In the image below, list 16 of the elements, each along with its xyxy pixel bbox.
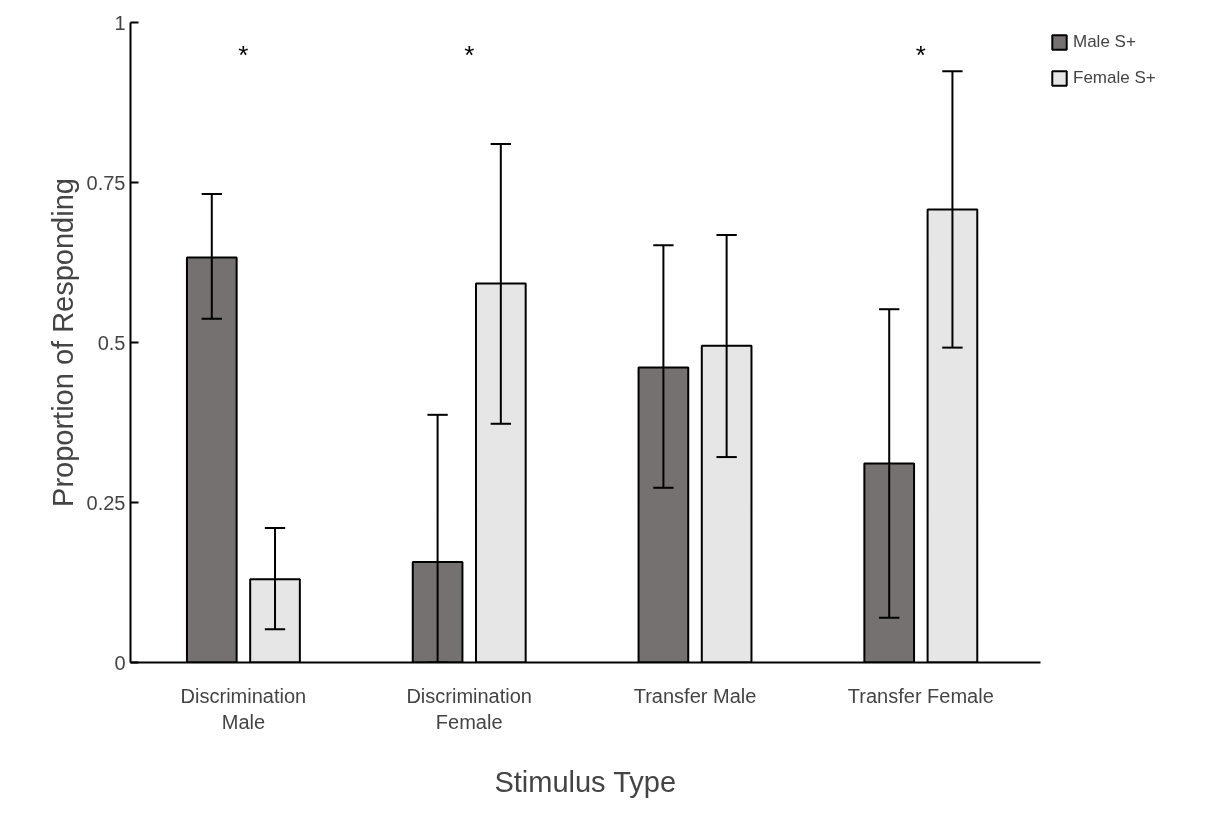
legend-label: Female S+ <box>1073 68 1156 88</box>
x-tick-label: Discrimination Female <box>406 684 533 733</box>
y-tick-label: 1 <box>114 11 126 34</box>
annotation: * <box>915 39 926 70</box>
annotation: * <box>238 39 249 70</box>
y-tick-label: 0.25 <box>86 491 126 514</box>
y-tick-label: 0.5 <box>97 331 126 354</box>
legend-label: Male S+ <box>1073 32 1136 52</box>
x-tick-label: Transfer Male <box>633 684 757 707</box>
x-tick-label: Discrimination Male <box>180 684 307 733</box>
x-axis-title: Stimulus Type <box>494 765 677 798</box>
annotation: * <box>464 39 475 70</box>
y-tick-label: 0 <box>114 651 126 674</box>
y-tick-label: 0.75 <box>86 171 126 194</box>
y-axis-title: Proportion of Responding <box>46 178 79 507</box>
x-tick-label: Transfer Female <box>847 684 994 707</box>
